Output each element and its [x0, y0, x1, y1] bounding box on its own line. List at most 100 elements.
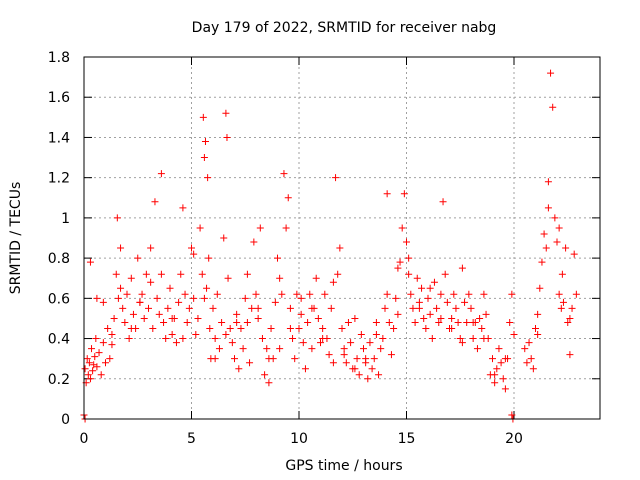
data-point [224, 274, 232, 282]
data-point [572, 290, 580, 298]
data-point [555, 224, 563, 232]
data-point [394, 264, 402, 272]
data-point [134, 254, 142, 262]
data-point [332, 174, 340, 182]
data-point [265, 355, 273, 363]
data-point [142, 270, 150, 278]
data-point [418, 284, 426, 292]
data-point [175, 298, 183, 306]
data-point [568, 304, 576, 312]
y-tick-label: 0.2 [48, 372, 70, 388]
data-point [377, 345, 385, 353]
data-point [319, 335, 327, 343]
chart-title: Day 179 of 2022, SRMTID for receiver nab… [192, 20, 497, 36]
data-point [196, 224, 204, 232]
data-point [104, 325, 112, 332]
data-point [127, 274, 135, 282]
data-point [314, 314, 322, 322]
data-point [86, 375, 94, 383]
data-point [551, 214, 559, 222]
data-point [233, 318, 241, 326]
data-point [280, 170, 288, 178]
data-point [284, 194, 292, 202]
data-point [166, 284, 174, 292]
data-point [112, 270, 120, 278]
data-point [529, 365, 537, 373]
data-point [215, 345, 223, 353]
data-point [95, 349, 103, 357]
data-point [448, 314, 456, 322]
data-point [534, 331, 542, 339]
data-point [291, 355, 299, 363]
data-point [353, 355, 361, 363]
data-point [480, 335, 488, 343]
data-point [340, 345, 348, 353]
data-point [231, 355, 238, 363]
data-point [390, 325, 398, 332]
y-tick-label: 1.8 [48, 50, 70, 66]
data-point [557, 304, 565, 312]
data-point [99, 339, 107, 347]
data-point [555, 290, 563, 298]
data-point [127, 325, 135, 332]
data-point [340, 351, 348, 359]
data-point [113, 214, 121, 222]
data-point [276, 274, 284, 282]
data-point [218, 318, 226, 326]
data-point [286, 325, 294, 332]
data-point [534, 310, 542, 318]
data-point [129, 310, 137, 318]
data-point [403, 238, 410, 246]
data-point [108, 331, 116, 339]
data-point [342, 359, 350, 367]
data-point [203, 284, 211, 292]
data-point [523, 359, 531, 367]
data-point [145, 304, 152, 312]
data-point [450, 290, 458, 298]
data-point [301, 365, 309, 373]
data-point [452, 304, 460, 312]
data-point [362, 355, 370, 363]
data-point [81, 365, 89, 373]
data-point [351, 314, 359, 322]
data-point [458, 339, 466, 347]
data-point [239, 345, 247, 353]
data-point [293, 290, 301, 298]
data-point [155, 310, 163, 318]
data-point [117, 244, 125, 252]
y-tick-label: 0.6 [48, 291, 70, 307]
data-point [276, 345, 284, 353]
data-point [327, 304, 335, 312]
data-point [458, 264, 466, 272]
data-point [461, 298, 469, 306]
data-point [200, 294, 208, 302]
y-tick-label: 0 [61, 412, 70, 428]
data-point [493, 365, 501, 373]
data-point [84, 371, 92, 379]
data-point [258, 335, 266, 343]
data-point [160, 318, 168, 326]
data-point [102, 359, 109, 367]
data-point [172, 339, 180, 347]
data-point [286, 304, 294, 312]
data-point [278, 290, 286, 298]
data-point [254, 304, 262, 312]
data-point [157, 170, 165, 178]
data-point [213, 290, 221, 298]
data-point [469, 335, 477, 343]
data-point [435, 318, 443, 326]
data-point [86, 258, 94, 266]
data-point [415, 298, 423, 306]
data-point [319, 325, 327, 332]
data-point [220, 234, 228, 242]
grid-lines [84, 57, 600, 419]
data-point [405, 270, 413, 278]
data-point [199, 113, 207, 121]
data-point [536, 284, 544, 292]
data-points [80, 69, 580, 423]
data-point [443, 298, 451, 306]
data-point [383, 290, 391, 298]
data-point [267, 325, 275, 332]
data-point [274, 254, 281, 262]
